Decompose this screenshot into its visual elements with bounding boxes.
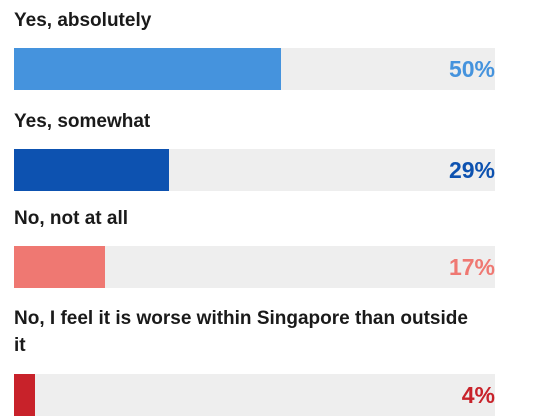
value-label: 50% [448,56,495,82]
bar-track: 4% [14,374,495,416]
bar-track: 17% [14,246,495,288]
value-label: 4% [461,382,495,408]
bar-track: 29% [14,149,495,191]
poll-option-yes-absolutely: Yes, absolutely 50% [14,7,495,90]
value-label: 17% [448,254,495,280]
option-label: No, I feel it is worse within Singapore … [14,308,468,356]
poll-option-yes-somewhat: Yes, somewhat 29% [14,108,495,191]
bar-fill [14,374,36,416]
option-label: Yes, absolutely [14,10,152,31]
bar-fill [14,48,282,90]
poll-option-worse-within-singapore: No, I feel it is worse within Singapore … [14,305,495,416]
option-label: No, not at all [14,208,128,229]
bar-fill [14,149,169,191]
bar-track: 50% [14,48,495,90]
option-label: Yes, somewhat [14,111,151,132]
value-label: 29% [448,157,495,183]
poll-option-no-not-at-all: No, not at all 17% [14,205,495,288]
bar-fill [14,246,105,288]
